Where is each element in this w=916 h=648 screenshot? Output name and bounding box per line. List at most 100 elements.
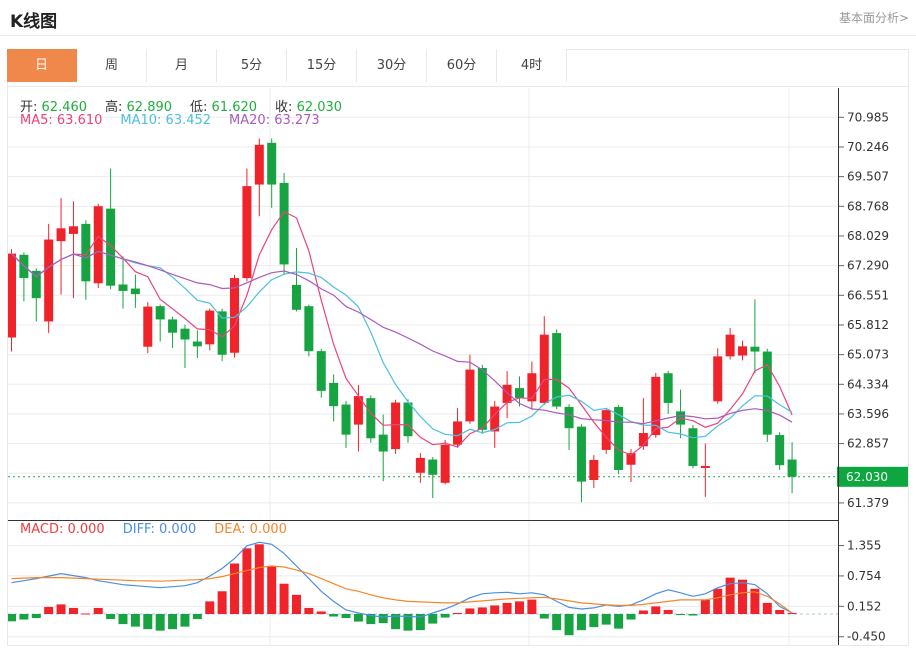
macd-hist-bar	[477, 607, 487, 614]
candle-body	[279, 182, 289, 265]
candle-body	[638, 433, 648, 447]
candle-body	[44, 239, 54, 322]
candle-body	[465, 369, 475, 422]
candle-body	[180, 328, 190, 340]
candle-body	[453, 421, 463, 445]
price-tick-label: 64.334	[847, 377, 889, 391]
current-price-badge-text: 62.030	[846, 470, 888, 484]
macd-hist-bar	[230, 563, 240, 614]
candle-body	[564, 406, 574, 429]
candle-body	[762, 351, 772, 435]
macd-hist-bar	[391, 614, 401, 630]
candle-body	[254, 144, 264, 185]
tab-30分[interactable]: 30分	[357, 49, 427, 82]
macd-hist-bar	[576, 614, 586, 631]
macd-hist-bar	[168, 614, 178, 630]
macd-hist-bar	[130, 614, 140, 627]
macd-hist-bar	[341, 614, 351, 619]
price-tick-label: 65.073	[847, 348, 889, 362]
candle-body	[7, 253, 16, 338]
macd-hist-bar	[31, 614, 41, 619]
candle-body	[291, 284, 301, 310]
candle-body	[527, 373, 537, 402]
candle-body	[391, 402, 401, 450]
tab-5分[interactable]: 5分	[217, 49, 287, 82]
macd-hist-bar	[676, 614, 686, 616]
macd-tick-label: 0.152	[847, 599, 881, 613]
ma20-line	[11, 250, 793, 425]
price-tick-label: 70.246	[847, 140, 889, 154]
macd-hist-bar	[192, 614, 202, 620]
macd-hist-bar	[118, 614, 128, 625]
price-tick-label: 70.985	[847, 110, 889, 124]
macd-hist-bar	[514, 601, 524, 614]
candle-body	[205, 310, 215, 345]
dea-line	[11, 565, 793, 614]
candle-body	[725, 334, 735, 357]
macd-hist-bar	[453, 612, 463, 614]
candle-body	[415, 457, 425, 473]
macd-hist-bar	[638, 610, 648, 614]
price-tick-label: 68.768	[847, 199, 889, 213]
macd-hist-bar	[68, 607, 78, 614]
tab-月[interactable]: 月	[147, 49, 217, 82]
candle-body	[601, 410, 611, 450]
macd-hist-bar	[762, 602, 772, 614]
timeframe-tabs: 日周月 5分 15分 30分 60分 4时	[7, 49, 567, 82]
macd-hist-bar	[56, 604, 66, 614]
macd-hist-bar	[366, 614, 376, 625]
candle-body	[93, 206, 103, 284]
macd-tick-label: -0.450	[847, 630, 886, 644]
macd-hist-bar	[279, 583, 289, 614]
candle-body	[738, 346, 748, 356]
macd-hist-bar	[143, 614, 153, 630]
macd-hist-bar	[738, 579, 748, 614]
macd-hist-bar	[242, 548, 252, 614]
macd-hist-bar	[403, 614, 413, 631]
current-price-badge	[837, 466, 908, 487]
macd-hist-bar	[180, 614, 190, 627]
candle-body	[614, 406, 624, 470]
macd-hist-bar	[725, 577, 735, 614]
candle-body	[143, 306, 153, 347]
macd-hist-bar	[688, 614, 698, 616]
macd-hist-bar	[750, 588, 760, 614]
price-tick-label: 63.596	[847, 407, 889, 421]
candle-body	[168, 319, 178, 333]
price-tick-label: 69.507	[847, 170, 889, 184]
macd-hist-bar	[217, 591, 227, 614]
candle-body	[378, 434, 388, 452]
macd-hist-bar	[291, 594, 301, 614]
macd-tick-label: 1.355	[847, 539, 881, 553]
macd-hist-bar	[651, 606, 661, 614]
tab-60分[interactable]: 60分	[427, 49, 497, 82]
candle-body	[787, 459, 797, 477]
candle-body	[341, 404, 351, 435]
candle-body	[688, 428, 698, 466]
candle-body	[230, 278, 240, 353]
macd-hist-bar	[527, 599, 537, 614]
candle-body	[626, 453, 636, 465]
tab-15分[interactable]: 15分	[287, 49, 357, 82]
macd-hist-bar	[106, 614, 116, 620]
macd-hist-bar	[700, 599, 710, 614]
fundamental-analysis-link[interactable]: 基本面分析>	[838, 11, 909, 25]
macd-hist-bar	[614, 614, 624, 629]
macd-hist-bar	[787, 612, 797, 614]
price-tick-label: 61.379	[847, 496, 889, 510]
tab-4时[interactable]: 4时	[497, 49, 567, 82]
tab-日[interactable]: 日	[7, 49, 77, 82]
macd-hist-bar	[428, 614, 438, 624]
candle-body	[539, 334, 549, 403]
macd-hist-bar	[775, 609, 785, 614]
page-title: K线图	[10, 12, 58, 32]
macd-hist-bar	[44, 606, 54, 614]
ma10-line	[11, 250, 793, 439]
macd-tick-label: 0.754	[847, 569, 881, 583]
candle-body	[81, 223, 91, 282]
macd-hist-bar	[415, 614, 425, 631]
candle-body	[651, 376, 661, 436]
candle-body	[775, 435, 785, 466]
tab-周[interactable]: 周	[77, 49, 147, 82]
